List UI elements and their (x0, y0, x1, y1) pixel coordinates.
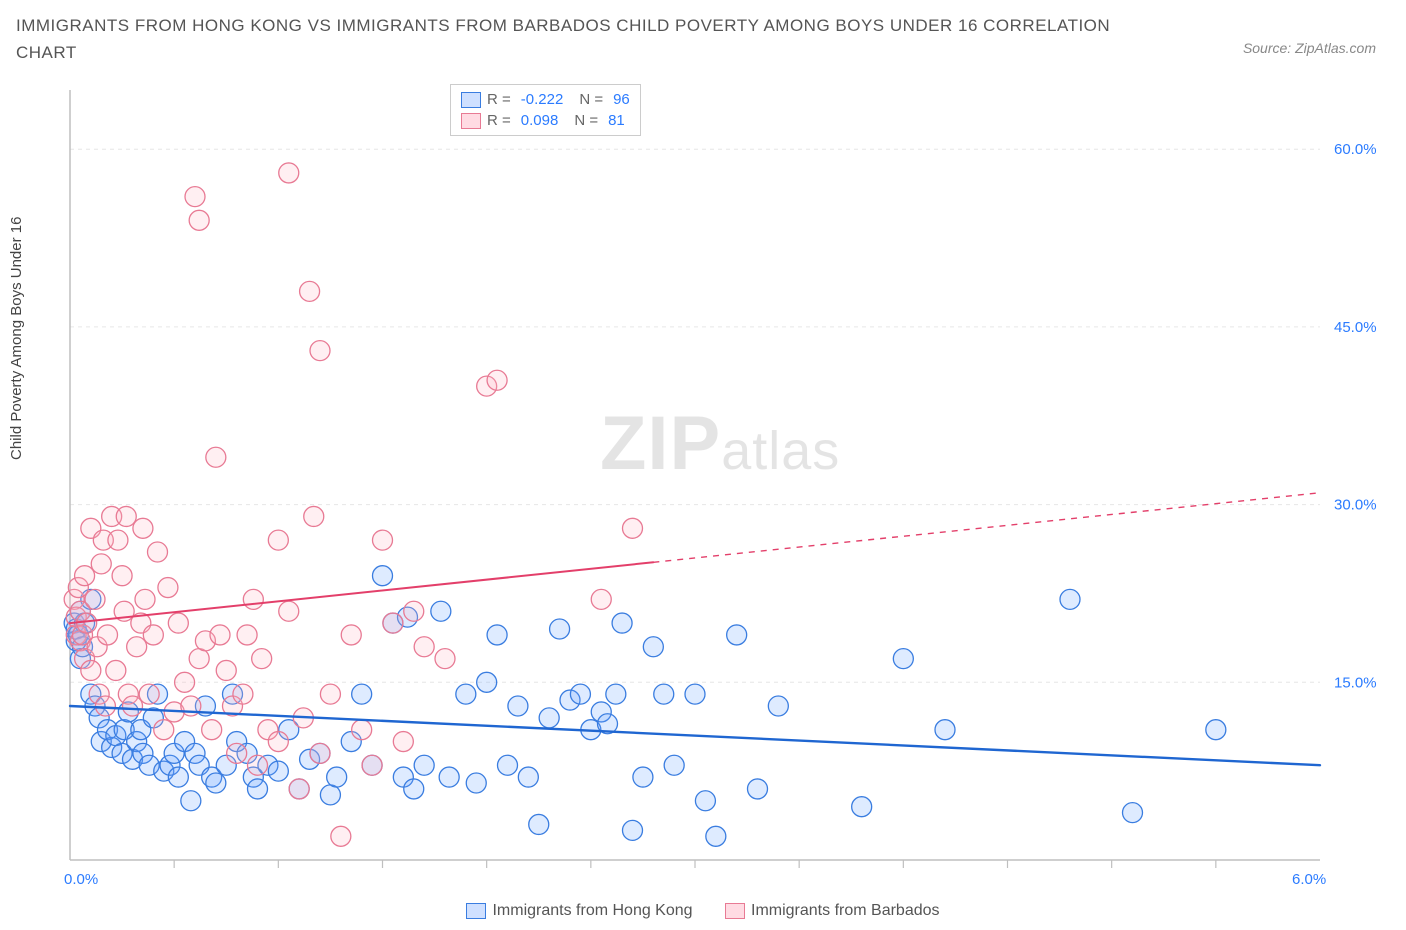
legend-swatch-icon (461, 113, 481, 129)
legend-item-label: Immigrants from Hong Kong (492, 902, 692, 920)
svg-text:45.0%: 45.0% (1334, 319, 1377, 336)
legend-r-value: -0.222 (517, 89, 564, 110)
legend-row: R = 0.098 N = 81 (461, 110, 630, 131)
legend-r-label: R = (487, 110, 511, 131)
legend-r-label: R = (487, 89, 511, 110)
legend-swatch-icon (461, 92, 481, 108)
correlation-legend: R = -0.222 N = 96 R = 0.098 N = 81 (450, 84, 641, 136)
svg-text:30.0%: 30.0% (1334, 497, 1377, 514)
svg-text:60.0%: 60.0% (1334, 141, 1377, 158)
legend-row: R = -0.222 N = 96 (461, 89, 630, 110)
svg-text:6.0%: 6.0% (1292, 871, 1326, 888)
svg-text:0.0%: 0.0% (64, 871, 98, 888)
source-label: Source: ZipAtlas.com (1243, 40, 1376, 56)
legend-n-value: 81 (604, 110, 625, 131)
series-legend: Immigrants from Hong Kong Immigrants fro… (0, 902, 1406, 924)
legend-n-value: 96 (609, 89, 630, 110)
legend-r-value: 0.098 (517, 110, 559, 131)
page-title: IMMIGRANTS FROM HONG KONG VS IMMIGRANTS … (16, 12, 1116, 66)
legend-item-label: Immigrants from Barbados (751, 902, 940, 920)
scatter-chart: 15.0%30.0%45.0%60.0%0.0%6.0% (60, 80, 1340, 880)
legend-swatch-icon (466, 903, 486, 919)
y-axis-label: Child Poverty Among Boys Under 16 (8, 217, 25, 460)
legend-item: Immigrants from Barbados (725, 902, 940, 920)
legend-item: Immigrants from Hong Kong (466, 902, 692, 920)
legend-n-label: N = (564, 110, 598, 131)
legend-swatch-icon (725, 903, 745, 919)
legend-n-label: N = (569, 89, 603, 110)
svg-text:15.0%: 15.0% (1334, 674, 1377, 691)
